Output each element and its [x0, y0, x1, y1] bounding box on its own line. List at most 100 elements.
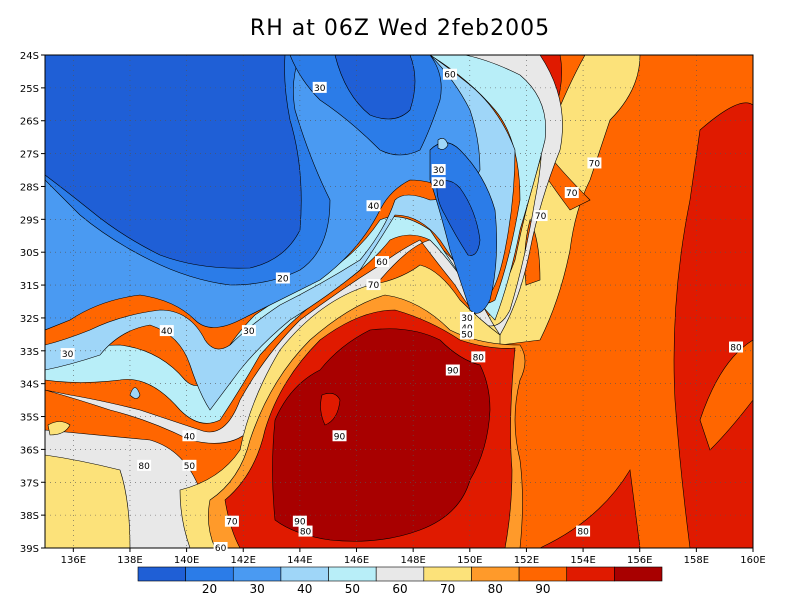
contour-label: 50 — [182, 459, 197, 472]
colorbar-swatch — [471, 566, 520, 582]
colorbar-label: 20 — [202, 582, 217, 596]
contour-label-text: 40 — [368, 202, 380, 212]
contour-label-text: 80 — [300, 528, 312, 538]
contour-label-text: 20 — [433, 179, 445, 189]
contour-label-bg — [471, 351, 486, 363]
contour-label-text: 40 — [161, 327, 173, 337]
longitude-ticks: 136E 138E 140E 142E 144E 146E 148E 150E 152E 154E… — [61, 548, 766, 566]
contour-label-bg — [182, 459, 197, 471]
contour-label-text: 30 — [62, 350, 74, 360]
contour-label-text: 80 — [577, 528, 589, 538]
contour-label-bg — [445, 364, 460, 376]
contour-label: 30 — [241, 325, 256, 337]
contour-label: 30 — [312, 81, 327, 94]
latitude-ticks: 24S 25S 26S 27S 28S 29S 30S 31S 32S 33S 34S 35S 36S 3… — [20, 51, 45, 555]
contour-label-text: 60 — [444, 71, 456, 81]
lon-tick-label: 138E — [117, 555, 142, 566]
map-frame — [44, 54, 754, 549]
lon-tick-label: 156E — [627, 555, 652, 566]
contour-label-text: 60 — [215, 544, 227, 554]
contour-label: 90 — [445, 364, 460, 377]
contour-label-bg — [159, 325, 174, 337]
lat-tick-label: 30S — [20, 248, 39, 259]
contour-label: 60 — [442, 68, 457, 81]
contour-labels: 6030302070707040607020304050403030809080… — [60, 68, 744, 554]
lon-tick-label: 144E — [287, 555, 312, 566]
colorbar-label: 80 — [488, 582, 503, 596]
colorbar-swatch — [280, 566, 329, 582]
lat-tick-label: 29S — [20, 215, 39, 226]
lon-tick-label: 150E — [457, 555, 482, 566]
filled-contours — [45, 55, 753, 548]
contour-label: 90 — [332, 430, 347, 442]
contour-label: 80 — [137, 459, 152, 472]
contour-label-bg — [442, 68, 457, 80]
colorbar-swatch — [423, 566, 472, 582]
lat-tick-label: 24S — [20, 51, 39, 62]
contour-label-text: 20 — [277, 274, 289, 284]
contour-label: 30 — [60, 348, 75, 360]
lat-tick-label: 31S — [20, 281, 39, 292]
contour-label: 60 — [375, 256, 390, 268]
lat-tick-label: 25S — [20, 84, 39, 95]
lat-tick-label: 28S — [20, 182, 39, 193]
contour-label: 70 — [533, 210, 548, 222]
contour-label: 70 — [224, 515, 239, 528]
contour-label: 50 — [459, 328, 474, 340]
contour-label-text: 30 — [433, 166, 445, 176]
contour-label-bg — [292, 515, 307, 527]
contour-label-bg — [332, 430, 347, 442]
contour-label-bg — [366, 200, 381, 212]
colorbar-label: 90 — [535, 582, 550, 596]
contour-label-text: 70 — [589, 159, 601, 169]
contour-label-bg — [431, 177, 446, 189]
colorbar-label: 50 — [345, 582, 360, 596]
colorbar-label: 60 — [392, 582, 407, 596]
contour-label-bg — [137, 459, 152, 471]
lon-tick-label: 146E — [344, 555, 369, 566]
contour-label-bg — [587, 157, 602, 169]
lat-tick-label: 35S — [20, 413, 39, 424]
map-title: RH at 06Z Wed 2feb2005 — [249, 16, 551, 41]
contour-label-bg — [729, 341, 744, 353]
lat-tick-label: 39S — [20, 544, 39, 555]
colorbar-swatch — [232, 566, 282, 582]
lat-tick-label: 36S — [20, 445, 39, 456]
contour-label: 70 — [564, 187, 579, 199]
lon-tick-label: 158E — [684, 555, 709, 566]
contour-label-bg — [533, 210, 548, 222]
contour-label-bg — [213, 542, 228, 553]
contour-label-text: 50 — [461, 330, 473, 340]
contour-label-bg — [576, 525, 591, 537]
colorbar-swatch — [566, 566, 615, 582]
contour-label-text: 80 — [138, 462, 150, 472]
contour-label-bg — [182, 430, 197, 442]
contour-label: 30 — [459, 311, 474, 324]
contour-label-bg — [275, 272, 290, 284]
contour-label-bg — [564, 187, 579, 199]
contour-label-bg — [459, 328, 474, 340]
contour-label-bg — [459, 321, 474, 333]
contour-label: 20 — [275, 272, 290, 284]
contour-label-bg — [312, 81, 327, 93]
lon-tick-label: 136E — [61, 555, 86, 566]
contour-label: 80 — [471, 351, 486, 363]
contour-label-text: 90 — [294, 518, 306, 528]
colorbar-label: 70 — [440, 582, 455, 596]
colorbar-swatch — [185, 566, 234, 582]
colorbar-swatch — [518, 566, 568, 582]
colorbar-swatch — [137, 566, 186, 582]
contour-label-bg — [60, 348, 75, 360]
contour-label-text: 70 — [368, 281, 380, 291]
contour-label-bg — [375, 256, 390, 268]
contour-label-bg — [431, 164, 446, 176]
contour-label-text: 70 — [566, 189, 578, 199]
contour-label-bg — [298, 525, 313, 537]
colorbar-swatch — [375, 566, 425, 582]
contour-label-text: 50 — [184, 462, 196, 472]
lat-tick-label: 26S — [20, 117, 39, 128]
contour-label-text: 90 — [334, 432, 346, 442]
contour-label: 80 — [576, 525, 591, 538]
colorbar-label: 40 — [297, 582, 312, 596]
